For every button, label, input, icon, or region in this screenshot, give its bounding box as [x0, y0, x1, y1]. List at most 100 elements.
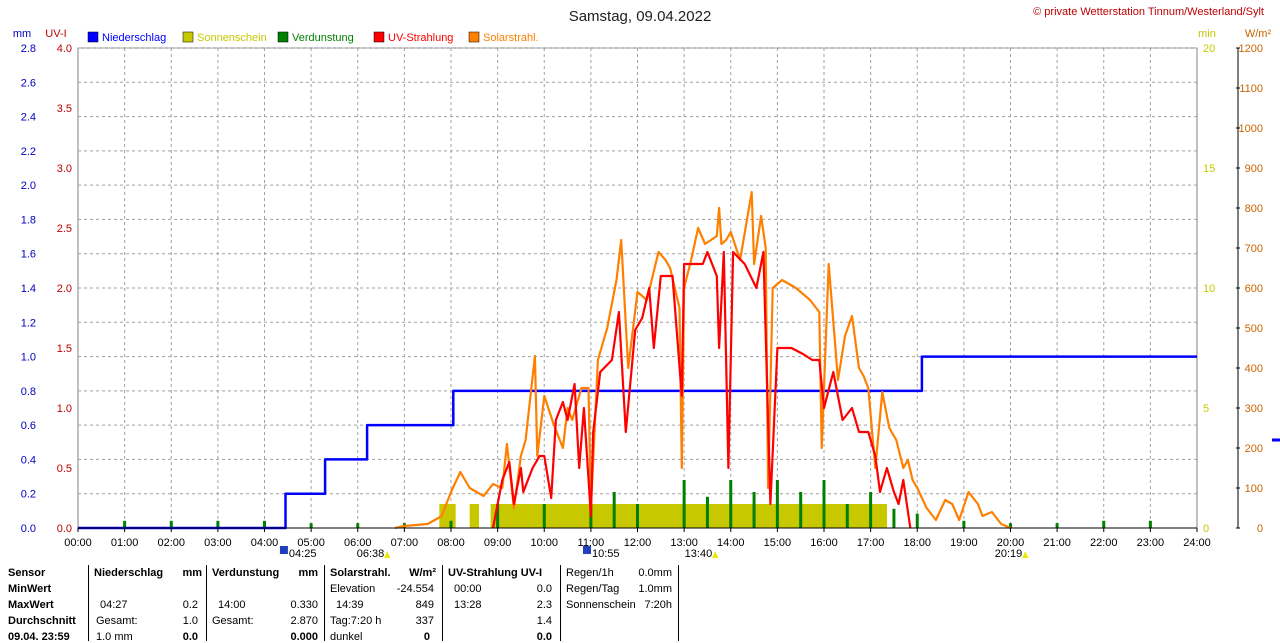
sum-label: Gesamt:: [96, 615, 138, 627]
sun-marker-icon: [384, 551, 391, 558]
sun-marker-icon: [1022, 551, 1029, 558]
copyright-label: © private Wetterstation Tinnum/Westerlan…: [1033, 6, 1264, 18]
weather-chart: Samstag, 09.04.2022 © private Wetterstat…: [12, 6, 1280, 560]
x-tick-label: 20:00: [997, 537, 1025, 549]
mm-tick-label: 1.8: [21, 214, 36, 226]
mm-tick-label: 2.0: [21, 180, 36, 192]
x-tick-label: 03:00: [204, 537, 232, 549]
x-tick-label: 04:00: [251, 537, 279, 549]
event-label: 04:25: [289, 548, 317, 560]
mm-tick-label: 0.0: [21, 523, 36, 535]
x-tick-label: 05:00: [297, 537, 325, 549]
legend-swatch: [468, 31, 480, 43]
x-tick-label: 19:00: [950, 537, 978, 549]
min-tick-label: 20: [1203, 43, 1215, 55]
event-markers: 13:40 04:25 06:38 10:55 20:19: [279, 546, 1029, 560]
chart-grid: [77, 47, 1198, 529]
divider: [442, 565, 443, 641]
max-value: 849: [415, 599, 434, 611]
sunshine-bar: [490, 504, 887, 528]
max-time: 14:39: [336, 599, 364, 611]
summary-verdunstung: Verdunstung mm 14:00 0.330 Gesamt: 2.870…: [212, 565, 320, 643]
avg-value: 337: [415, 615, 434, 627]
last-value: 0.000: [290, 631, 318, 643]
mm-tick-label: 1.2: [21, 317, 36, 329]
x-tick-label: 23:00: [1137, 537, 1165, 549]
wm2-tick-label: 1000: [1239, 123, 1263, 135]
mm-tick-label: 0.8: [21, 386, 36, 398]
sunshine-bar: [469, 504, 479, 528]
x-tick-label: 06:00: [344, 537, 372, 549]
rain-day-label: Regen/Tag: [566, 583, 620, 595]
legend-label: UV-Strahlung: [388, 32, 453, 44]
mm-tick-label: 1.4: [21, 283, 36, 295]
legend-label: Solarstrahl.: [483, 32, 539, 44]
min-tick-label: 5: [1203, 403, 1209, 415]
x-tick-label: 10:00: [530, 537, 558, 549]
min-tick-label: 15: [1203, 163, 1215, 175]
divider: [88, 565, 89, 641]
rain-hour-label: Regen/1h: [566, 567, 614, 579]
x-tick-label: 15:00: [764, 537, 792, 549]
max-time: 14:00: [218, 599, 246, 611]
x-tick-label: 18:00: [903, 537, 931, 549]
avg-label: Tag:7:20 h: [330, 615, 382, 627]
uvi-tick-label: 0.0: [57, 523, 72, 535]
min-tick-label: 10: [1203, 283, 1215, 295]
mm-tick-label: 0.4: [21, 454, 36, 466]
mm-tick-label: 0.6: [21, 420, 36, 432]
max-time: 04:27: [100, 599, 128, 611]
row-label: Sensor: [8, 567, 46, 579]
series-line-niederschlag: [78, 355, 1197, 530]
x-tick-label: 08:00: [437, 537, 465, 549]
series-line-uv-strahlung: [491, 250, 912, 529]
col-unit: mm: [182, 567, 202, 579]
wm2-tick-label: 100: [1245, 483, 1263, 495]
mm-tick-label: 2.2: [21, 146, 36, 158]
chart-legend: Niederschlag Sonnenschein Verdunstung UV-St…: [87, 31, 539, 44]
wm2-tick-label: 300: [1245, 403, 1263, 415]
wm2-tick-label: 900: [1245, 163, 1263, 175]
col-unit: W/m²: [409, 567, 436, 579]
x-tick-label: 16:00: [810, 537, 838, 549]
legend-label: Niederschlag: [102, 32, 166, 44]
row-label: MaxWert: [8, 599, 54, 611]
last-value: 0: [423, 631, 430, 643]
series-lines: [78, 190, 1197, 530]
x-tick-label: 17:00: [857, 537, 885, 549]
row-label: 09.04. 23:59: [8, 631, 70, 643]
legend-label: Sonnenschein: [197, 32, 267, 44]
row-label: Durchschnitt: [8, 615, 76, 627]
uvi-tick-label: 2.0: [57, 283, 72, 295]
event-label: 20:19: [995, 548, 1023, 560]
divider: [678, 565, 679, 641]
wm2-tick-label: 700: [1245, 243, 1263, 255]
uvi-tick-label: 3.0: [57, 163, 72, 175]
uvi-tick-label: 1.0: [57, 403, 72, 415]
mm-tick-label: 1.0: [21, 352, 36, 364]
x-tick-label: 14:00: [717, 537, 745, 549]
wm2-tick-label: 500: [1245, 323, 1263, 335]
min-tick-label: 0: [1203, 523, 1209, 535]
sum-value: 2.870: [290, 615, 318, 627]
chart-axes: 00:00 01:00 02:00 03:00 04:00 05:00 06:00 07:00…: [21, 43, 1263, 549]
x-tick-label: 07:00: [391, 537, 419, 549]
last-label: 1.0 mm: [96, 631, 133, 643]
uvi-tick-label: 4.0: [57, 43, 72, 55]
min-value: 0.0: [536, 583, 552, 595]
legend-swatch: [182, 31, 194, 43]
last-value: 0.0: [536, 631, 552, 643]
col-header: Solarstrahl.: [330, 567, 391, 579]
col-header: UV-Strahlung UV-I: [448, 567, 543, 579]
sunrise-icon: [582, 546, 591, 554]
sun-marker-icon: [712, 551, 719, 558]
uvi-tick-label: 3.5: [57, 103, 72, 115]
mm-tick-label: 2.8: [21, 43, 36, 55]
event-label: 13:40: [685, 548, 713, 560]
sunshine-bars: [439, 504, 887, 528]
wm2-tick-label: 0: [1257, 523, 1263, 535]
last-value: 0.0: [182, 631, 198, 643]
unit-wm2-label: W/m²: [1245, 28, 1272, 40]
col-header: Verdunstung: [212, 567, 280, 579]
page-title: Samstag, 09.04.2022: [569, 8, 712, 25]
